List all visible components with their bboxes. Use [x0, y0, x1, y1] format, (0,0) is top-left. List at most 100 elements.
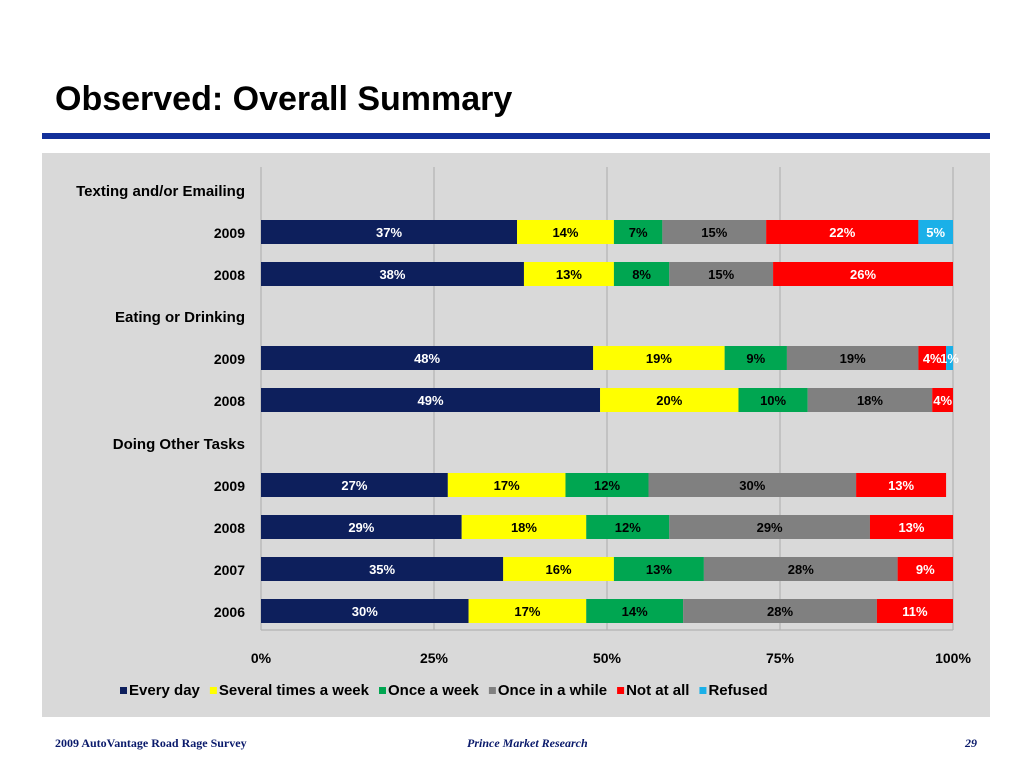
chart-panel: 0% 25% 50% 75% 100% Texting and/or Emailing 20…	[42, 153, 990, 717]
bar-segment-several-times-a-week	[461, 515, 587, 539]
bar-segment-not-at-all	[876, 599, 953, 623]
legend-swatch	[209, 687, 217, 694]
data-label: 37%	[376, 225, 402, 240]
year-label: 2009	[214, 478, 245, 494]
data-label: 4%	[923, 351, 942, 366]
data-label: 22%	[829, 225, 855, 240]
bar-segment-once-a-week	[724, 346, 787, 370]
data-label: 13%	[556, 267, 582, 282]
data-label: 49%	[418, 393, 444, 408]
legend-label: Refused	[708, 682, 767, 699]
bar-segment-refused	[918, 220, 953, 244]
bar-segment-not-at-all	[918, 346, 947, 370]
bar-segment-once-a-week	[613, 220, 663, 244]
data-label: 4%	[933, 393, 952, 408]
data-label: 1%	[940, 351, 959, 366]
bar-segment-not-at-all	[897, 557, 953, 581]
data-label: 30%	[352, 604, 378, 619]
data-label: 12%	[594, 478, 620, 493]
x-tick-label: 75%	[766, 650, 795, 666]
data-label: 30%	[739, 478, 765, 493]
year-label: 2008	[214, 520, 245, 536]
data-label: 26%	[850, 267, 876, 282]
bar-segment-every-day	[261, 515, 462, 539]
group-header: Doing Other Tasks	[113, 436, 245, 453]
data-label: 18%	[857, 393, 883, 408]
data-label: 17%	[494, 478, 520, 493]
legend-swatch	[699, 687, 707, 694]
x-tick-label: 25%	[420, 650, 449, 666]
x-tick-label: 0%	[251, 650, 272, 666]
bar-segment-several-times-a-week	[447, 473, 566, 497]
data-label: 13%	[646, 562, 672, 577]
data-label: 19%	[646, 351, 672, 366]
data-label: 13%	[888, 478, 914, 493]
bar-segment-several-times-a-week	[503, 557, 614, 581]
data-label: 14%	[622, 604, 648, 619]
legend-label: Every day	[129, 682, 201, 699]
bar-segment-every-day	[261, 557, 504, 581]
year-label: 2009	[214, 225, 245, 241]
bar-segment-once-in-a-while	[807, 388, 933, 412]
legend-swatch	[488, 687, 496, 694]
data-label: 35%	[369, 562, 395, 577]
data-label: 12%	[615, 520, 641, 535]
bar-segment-several-times-a-week	[468, 599, 587, 623]
data-label: 9%	[746, 351, 765, 366]
bar-segment-once-in-a-while	[648, 473, 857, 497]
bar-segment-not-at-all	[773, 262, 953, 286]
bar-segment-once-in-a-while	[683, 599, 877, 623]
x-tick-label: 50%	[593, 650, 622, 666]
data-label: 15%	[701, 225, 727, 240]
data-label: 48%	[414, 351, 440, 366]
bar-segment-not-at-all	[856, 473, 947, 497]
legend-label: Not at all	[626, 682, 689, 699]
bar-segment-once-a-week	[613, 557, 704, 581]
data-label: 14%	[552, 225, 578, 240]
stacked-bar-chart: 0% 25% 50% 75% 100% Texting and/or Emailing 20…	[76, 167, 971, 699]
data-label: 27%	[341, 478, 367, 493]
data-label: 20%	[656, 393, 682, 408]
bar-segment-once-in-a-while	[703, 557, 898, 581]
year-label: 2008	[214, 267, 245, 283]
x-tick-label: 100%	[935, 650, 971, 666]
data-label: 7%	[629, 225, 648, 240]
footer-survey-name: 2009 AutoVantage Road Rage Survey	[55, 736, 247, 750]
legend-swatch	[617, 687, 625, 694]
year-label: 2009	[214, 351, 245, 367]
bar-segment-once-in-a-while	[669, 515, 870, 539]
data-label: 10%	[760, 393, 786, 408]
bar-segment-once-a-week	[613, 262, 670, 286]
bar-segment-refused	[946, 346, 953, 370]
data-label: 19%	[840, 351, 866, 366]
data-label: 29%	[757, 520, 783, 535]
bar-segment-every-day	[261, 599, 469, 623]
bar-segment-several-times-a-week	[593, 346, 725, 370]
legend-swatch	[379, 687, 386, 694]
data-label: 29%	[348, 520, 374, 535]
group-header: Eating or Drinking	[115, 309, 245, 326]
bar-segment-not-at-all	[869, 515, 953, 539]
bar-segment-every-day	[261, 346, 594, 370]
bar-segment-not-at-all	[766, 220, 919, 244]
bar-segment-every-day	[261, 473, 448, 497]
bar-segment-several-times-a-week	[600, 388, 739, 412]
legend-label: Several times a week	[219, 682, 370, 699]
bar-segment-every-day	[261, 388, 601, 412]
bar-segment-every-day	[261, 220, 518, 244]
data-label: 38%	[379, 267, 405, 282]
footer-page-number: 29	[965, 736, 977, 750]
data-label: 9%	[916, 562, 935, 577]
legend-label: Once in a while	[498, 682, 607, 699]
bar-segment-once-a-week	[738, 388, 808, 412]
data-label: 28%	[788, 562, 814, 577]
data-label: 18%	[511, 520, 537, 535]
bar-segment-once-a-week	[586, 515, 670, 539]
data-label: 28%	[767, 604, 793, 619]
bar-segment-every-day	[261, 262, 524, 286]
bar-segment-once-in-a-while	[662, 220, 767, 244]
bar-segment-once-in-a-while	[669, 262, 774, 286]
data-label: 16%	[546, 562, 572, 577]
year-label: 2008	[214, 393, 245, 409]
bar-segment-once-a-week	[586, 599, 684, 623]
